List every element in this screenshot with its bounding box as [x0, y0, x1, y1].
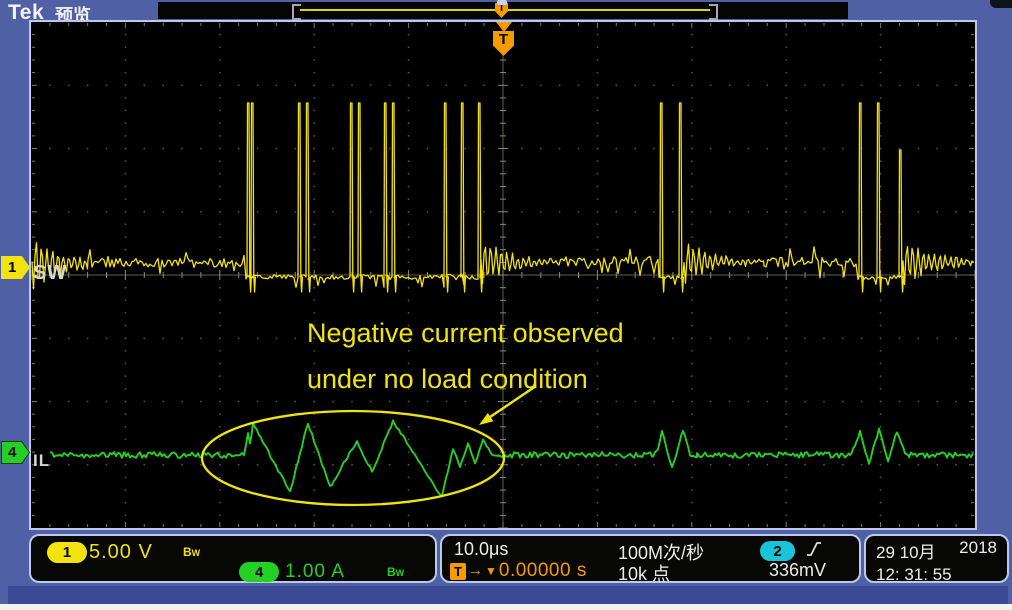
wave-record-view[interactable]: T	[158, 2, 848, 20]
tek-logo: Tek	[8, 1, 45, 24]
channel4-badge[interactable]: 4	[239, 562, 279, 582]
trigger-position-flag-icon[interactable]: T	[493, 31, 514, 56]
annotation-line2: under no load condition	[307, 364, 588, 394]
annotation-line1: Negative current observed	[307, 318, 624, 348]
record-length: 10k 点	[618, 564, 671, 584]
trigger-position-readout[interactable]: T → ▼ 0.00000 s	[450, 560, 587, 582]
trigger-source-badge[interactable]: 2	[760, 541, 795, 561]
channel4-bandwidth-icon: BW	[387, 565, 405, 579]
record-window-right-bracket[interactable]	[709, 4, 718, 20]
date-day-month: 29 10月	[876, 543, 936, 562]
rising-edge-icon	[807, 542, 821, 556]
record-window-left-bracket[interactable]	[292, 4, 301, 20]
horizontal-scale: 10.0μs	[454, 539, 509, 559]
trigger-level-value: 336mV	[769, 560, 827, 580]
date-year: 2018	[959, 538, 997, 557]
channel1-position-marker[interactable]: 1	[1, 256, 30, 279]
trigger-handle-icon[interactable]	[497, 0, 507, 5]
trigger-t-icon: T	[450, 562, 466, 580]
channel1-bandwidth-icon: BW	[183, 545, 201, 559]
record-trigger-position-icon[interactable]: T	[495, 3, 508, 18]
waveform-traces	[31, 102, 974, 507]
trigger-marker-icon: ▼	[485, 564, 497, 578]
trigger-position-arrow-icon[interactable]	[496, 22, 512, 32]
channel1-trace-label: SW	[33, 262, 68, 284]
time-value: 12: 31: 55	[876, 565, 952, 584]
trigger-arrow-icon: →	[468, 562, 483, 579]
channel1-scale: 5.00 V	[89, 541, 153, 563]
corner-notch	[990, 0, 1012, 8]
date-row: 29 10月 2018	[866, 536, 1007, 563]
bottom-bezel-strip	[8, 586, 1008, 604]
channel4-trace-label: IL	[33, 451, 51, 470]
waveform-display[interactable]: T SW IL Negative current observed under …	[29, 20, 977, 530]
clock-readout-box: 29 10月 2018 12: 31: 55	[864, 534, 1009, 584]
annotation-text: Negative current observed under no load …	[307, 310, 624, 402]
horizontal-trigger-readout-box[interactable]: 10.0μs 100M次/秒 2 T → ▼ 0.00000 s 10k 点 3…	[440, 534, 861, 584]
trigger-position-value: 0.00000 s	[498, 560, 587, 581]
channel4-scale: 1.00 A	[285, 561, 345, 582]
sample-rate: 100M次/秒	[618, 543, 705, 563]
channel-readout-box[interactable]: 1 5.00 V BW 4 1.00 A BW	[29, 534, 437, 583]
channel4-position-marker-inner: 4	[2, 442, 29, 463]
channel1-badge[interactable]: 1	[47, 542, 87, 563]
channel4-position-marker[interactable]: 4	[1, 441, 30, 464]
